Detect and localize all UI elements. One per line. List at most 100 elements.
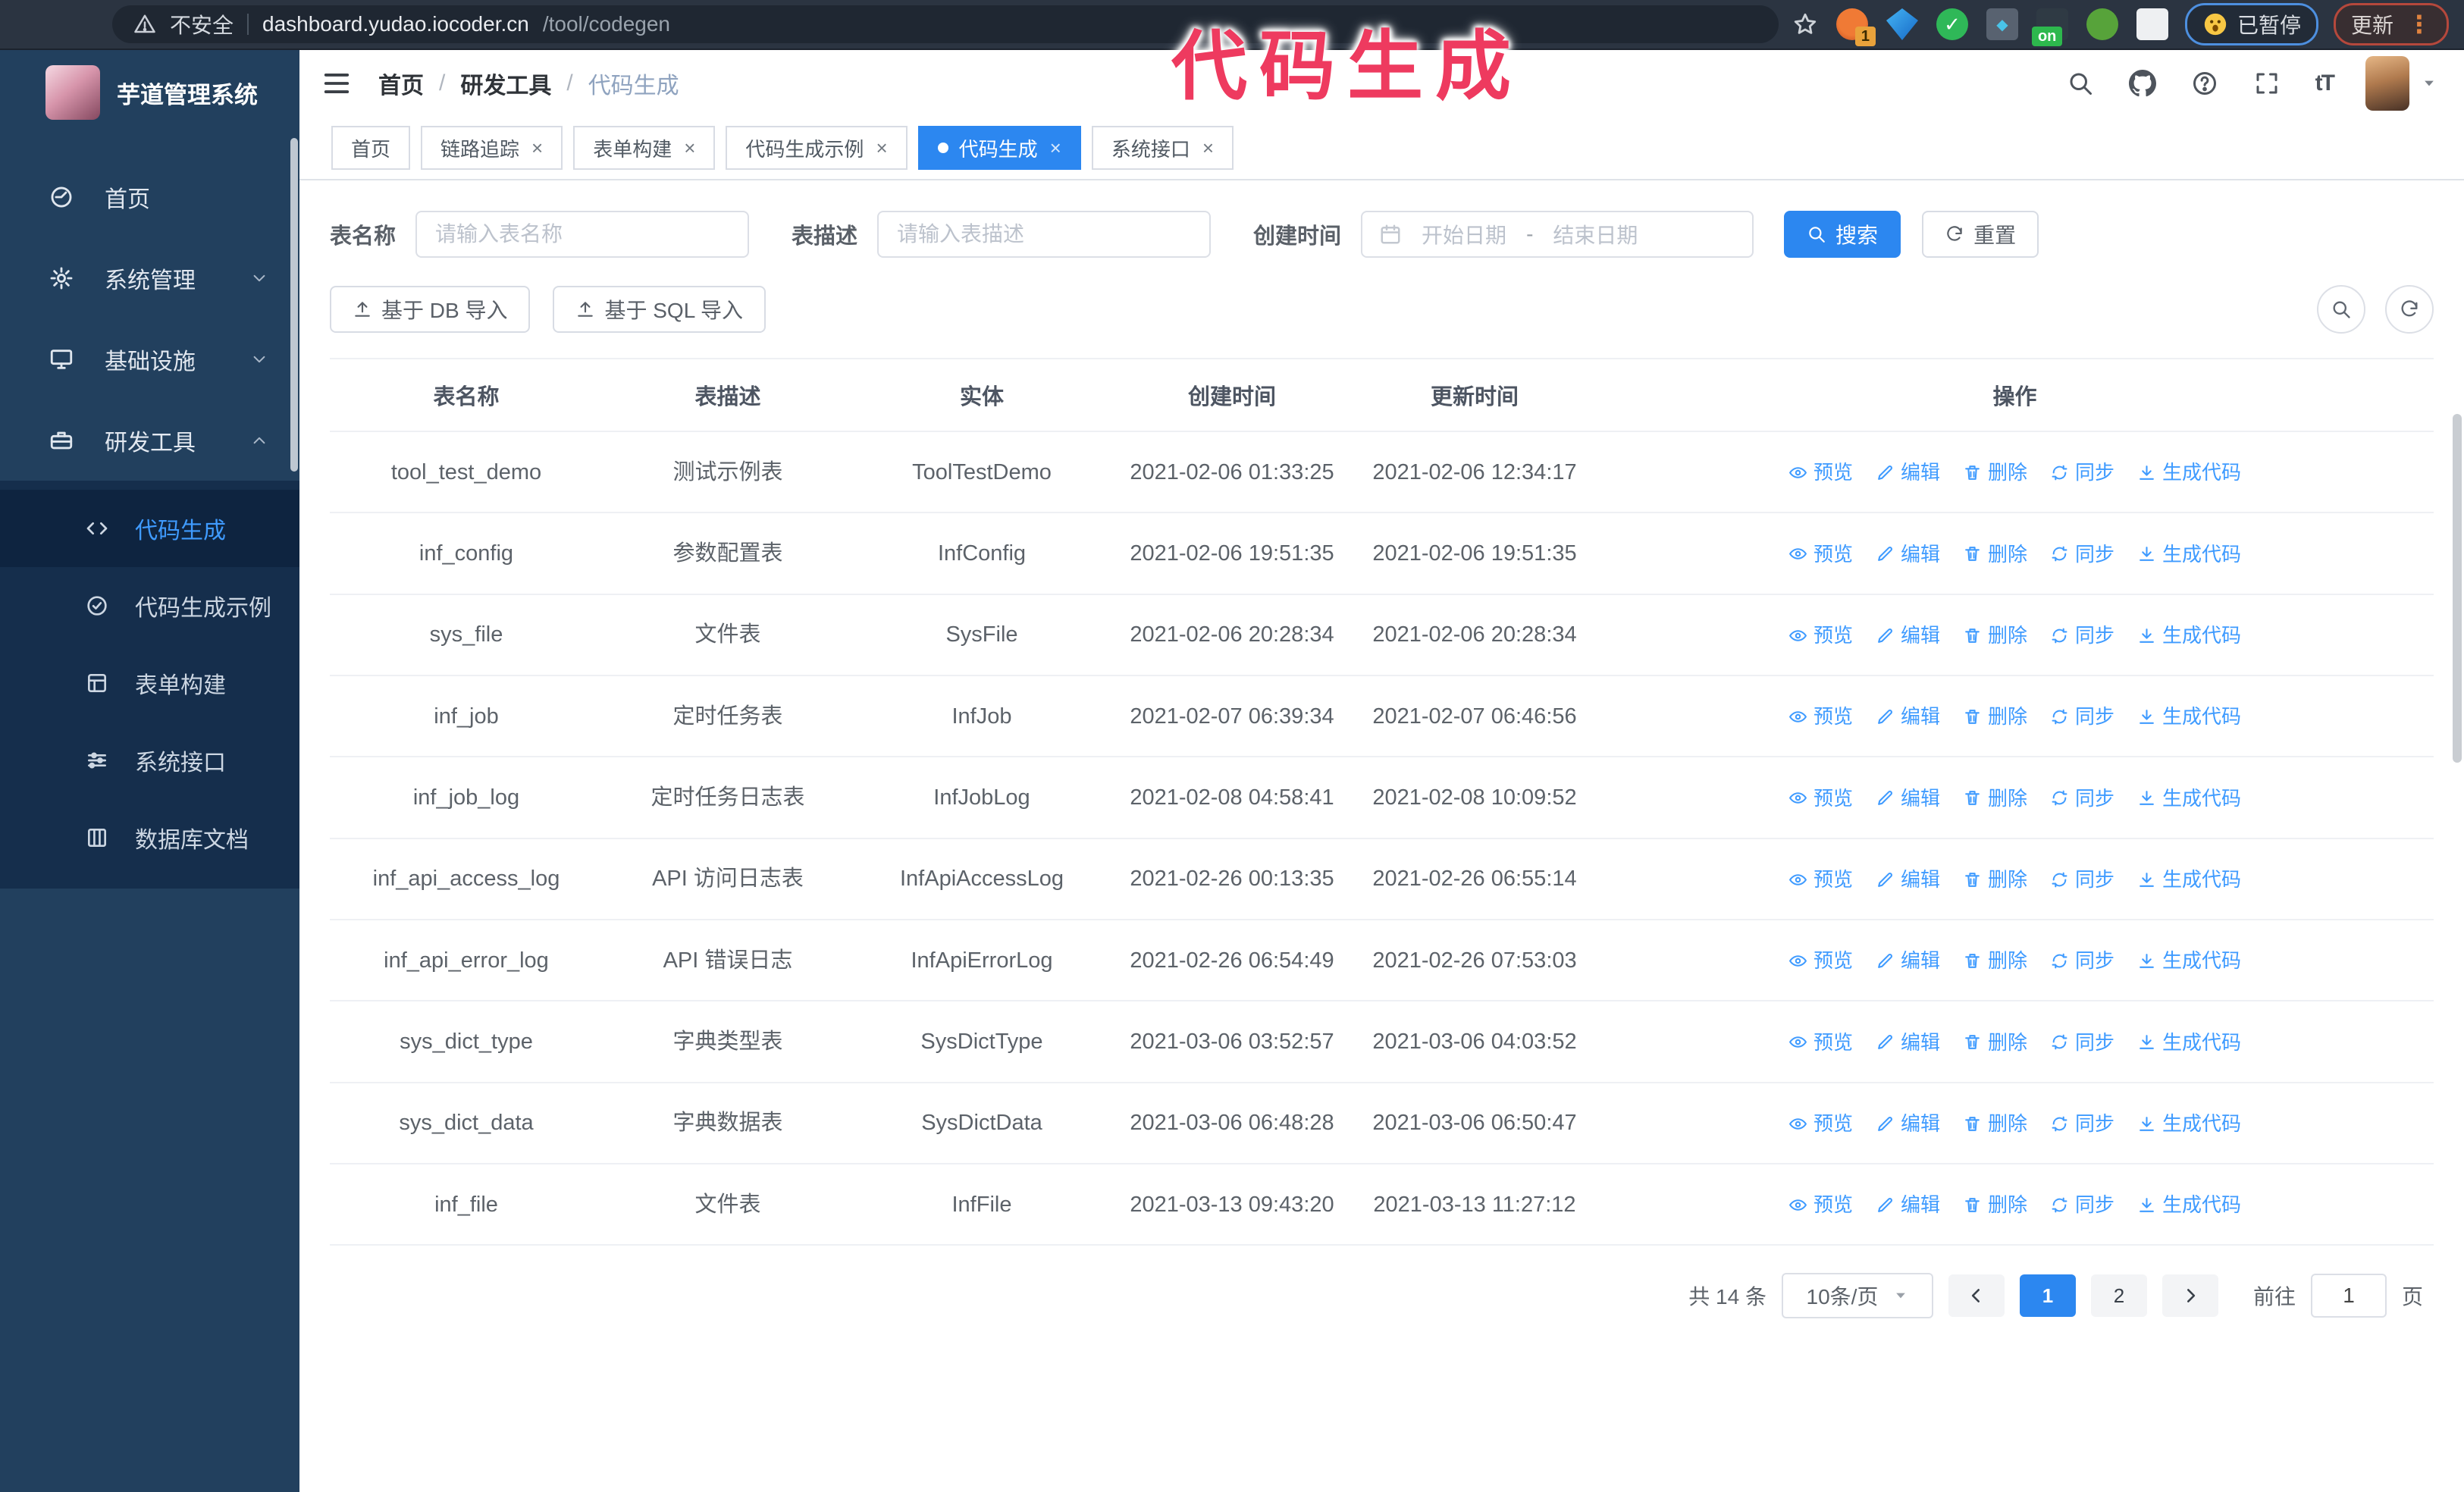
- caret-down-icon[interactable]: [2422, 76, 2437, 91]
- reset-button[interactable]: 重置: [1922, 211, 2039, 258]
- sync-link[interactable]: 同步: [2050, 619, 2114, 652]
- close-icon[interactable]: ×: [1049, 136, 1061, 159]
- generate-link[interactable]: 生成代码: [2137, 1107, 2241, 1140]
- page-size-select[interactable]: 10条/页: [1781, 1273, 1933, 1319]
- tab-codegen-example[interactable]: 代码生成示例 ×: [726, 126, 908, 170]
- edit-link[interactable]: 编辑: [1876, 944, 1940, 977]
- sidebar-scrollbar[interactable]: [290, 138, 298, 472]
- sync-link[interactable]: 同步: [2050, 700, 2114, 733]
- update-pill[interactable]: 更新 ⋮: [2333, 3, 2449, 45]
- date-range-picker[interactable]: 开始日期 - 结束日期: [1361, 211, 1754, 258]
- generate-link[interactable]: 生成代码: [2137, 944, 2241, 977]
- security-label[interactable]: 不安全: [170, 14, 234, 37]
- kebab-menu-icon[interactable]: ⋮: [2407, 11, 2431, 38]
- preview-link[interactable]: 预览: [1788, 456, 1853, 489]
- generate-link[interactable]: 生成代码: [2137, 782, 2241, 815]
- preview-link[interactable]: 预览: [1788, 700, 1853, 733]
- avatar[interactable]: [2365, 56, 2409, 111]
- sync-link[interactable]: 同步: [2050, 1026, 2114, 1059]
- tab-home[interactable]: 首页: [331, 126, 411, 170]
- next-page-button[interactable]: [2161, 1274, 2218, 1318]
- orange-extension-icon[interactable]: 1: [1835, 8, 1876, 46]
- table-desc-input[interactable]: [877, 211, 1212, 258]
- generate-link[interactable]: 生成代码: [2137, 700, 2241, 733]
- paused-extension-pill[interactable]: 已暂停: [2184, 3, 2318, 45]
- preview-link[interactable]: 预览: [1788, 944, 1853, 977]
- generate-link[interactable]: 生成代码: [2137, 1026, 2241, 1059]
- edit-link[interactable]: 编辑: [1876, 456, 1940, 489]
- sync-link[interactable]: 同步: [2050, 538, 2114, 571]
- delete-link[interactable]: 删除: [1963, 863, 2027, 896]
- sidebar-item-codegen-example[interactable]: 代码生成示例: [0, 567, 299, 644]
- refresh-table-button[interactable]: [2385, 285, 2434, 334]
- preview-link[interactable]: 预览: [1788, 1026, 1853, 1059]
- sync-link[interactable]: 同步: [2050, 863, 2114, 896]
- preview-link[interactable]: 预览: [1788, 782, 1853, 815]
- delete-link[interactable]: 删除: [1963, 1026, 2027, 1059]
- tab-form-builder[interactable]: 表单构建 ×: [573, 126, 716, 170]
- tab-tracing[interactable]: 链路追踪 ×: [421, 126, 563, 170]
- page-scrollbar[interactable]: [2453, 414, 2462, 763]
- preview-link[interactable]: 预览: [1788, 619, 1853, 652]
- breadcrumb-item[interactable]: 首页: [378, 74, 424, 99]
- hamburger-icon[interactable]: [322, 69, 351, 98]
- preview-link[interactable]: 预览: [1788, 863, 1853, 896]
- breadcrumb-item[interactable]: 研发工具: [460, 74, 552, 99]
- search-icon[interactable]: [2067, 70, 2094, 97]
- sync-link[interactable]: 同步: [2050, 944, 2114, 977]
- edit-link[interactable]: 编辑: [1876, 782, 1940, 815]
- sidebar-item-home[interactable]: 首页: [0, 156, 299, 237]
- edit-link[interactable]: 编辑: [1876, 700, 1940, 733]
- delete-link[interactable]: 删除: [1963, 1188, 2027, 1221]
- dark-extension-icon[interactable]: on: [2031, 8, 2068, 46]
- delete-link[interactable]: 删除: [1963, 456, 2027, 489]
- sidebar-item-system-api[interactable]: 系统接口: [0, 722, 299, 799]
- sidebar-item-codegen[interactable]: 代码生成: [0, 490, 299, 567]
- tab-system-api[interactable]: 系统接口 ×: [1091, 126, 1234, 170]
- close-icon[interactable]: ×: [684, 136, 696, 159]
- edit-link[interactable]: 编辑: [1876, 1188, 1940, 1221]
- import-sql-button[interactable]: 基于 SQL 导入: [553, 286, 766, 333]
- address-bar[interactable]: 不安全 dashboard.yudao.iocoder.cn/tool/code…: [112, 5, 1779, 43]
- delete-link[interactable]: 删除: [1963, 782, 2027, 815]
- import-db-button[interactable]: 基于 DB 导入: [330, 286, 531, 333]
- star-icon[interactable]: [1792, 11, 1818, 37]
- goto-page-input[interactable]: [2310, 1274, 2387, 1318]
- edit-link[interactable]: 编辑: [1876, 863, 1940, 896]
- edit-link[interactable]: 编辑: [1876, 619, 1940, 652]
- delete-link[interactable]: 删除: [1963, 619, 2027, 652]
- sync-link[interactable]: 同步: [2050, 1107, 2114, 1140]
- edit-link[interactable]: 编辑: [1876, 1107, 1940, 1140]
- prev-page-button[interactable]: [1948, 1274, 2005, 1318]
- github-icon[interactable]: [2128, 70, 2156, 97]
- puzzle-extension-icon[interactable]: [2136, 8, 2168, 40]
- generate-link[interactable]: 生成代码: [2137, 456, 2241, 489]
- edit-link[interactable]: 编辑: [1876, 1026, 1940, 1059]
- edit-link[interactable]: 编辑: [1876, 538, 1940, 571]
- generate-link[interactable]: 生成代码: [2137, 538, 2241, 571]
- help-icon[interactable]: [2191, 70, 2218, 97]
- green-check-extension-icon[interactable]: ✓: [1936, 8, 1968, 40]
- sidebar-item-form-builder[interactable]: 表单构建: [0, 644, 299, 722]
- sidebar-item-db-doc[interactable]: 数据库文档: [0, 799, 299, 876]
- sync-link[interactable]: 同步: [2050, 1188, 2114, 1221]
- key-extension-icon[interactable]: [2086, 8, 2118, 40]
- close-icon[interactable]: ×: [1202, 136, 1215, 159]
- generate-link[interactable]: 生成代码: [2137, 1188, 2241, 1221]
- preview-link[interactable]: 预览: [1788, 1188, 1853, 1221]
- close-icon[interactable]: ×: [531, 136, 544, 159]
- generate-link[interactable]: 生成代码: [2137, 863, 2241, 896]
- gem-extension-icon[interactable]: [1886, 8, 1918, 40]
- tab-codegen[interactable]: 代码生成 ×: [917, 126, 1081, 170]
- close-icon[interactable]: ×: [876, 136, 888, 159]
- sidebar-item-system[interactable]: 系统管理: [0, 237, 299, 318]
- table-name-input[interactable]: [415, 211, 750, 258]
- delete-link[interactable]: 删除: [1963, 944, 2027, 977]
- delete-link[interactable]: 删除: [1963, 1107, 2027, 1140]
- generate-link[interactable]: 生成代码: [2137, 619, 2241, 652]
- page-button-2[interactable]: 2: [2090, 1274, 2147, 1318]
- delete-link[interactable]: 删除: [1963, 538, 2027, 571]
- sidebar-item-devtools[interactable]: 研发工具: [0, 400, 299, 481]
- search-button[interactable]: 搜索: [1784, 211, 1901, 258]
- page-button-1[interactable]: 1: [2019, 1274, 2076, 1318]
